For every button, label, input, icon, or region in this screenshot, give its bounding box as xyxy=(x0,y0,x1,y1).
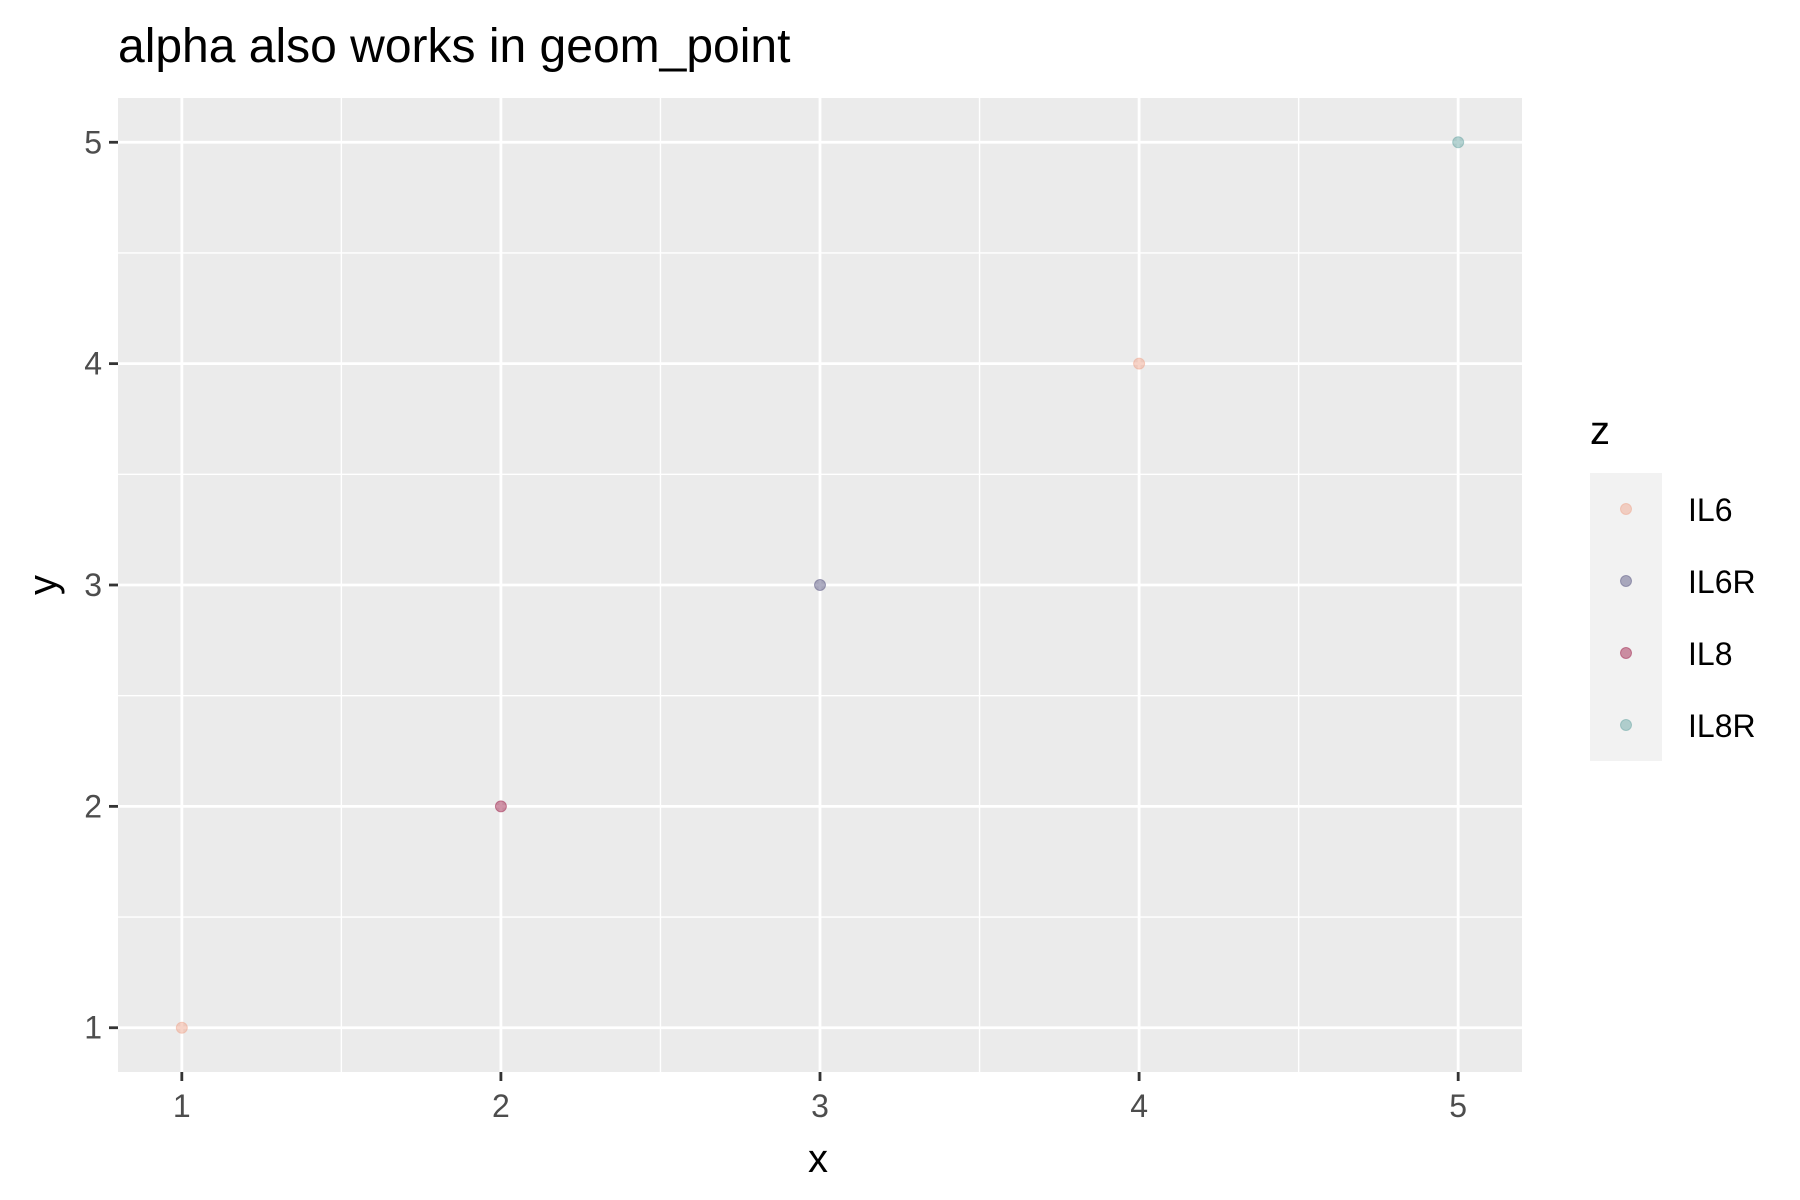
legend-key-il8r xyxy=(1620,719,1632,731)
y-axis-label: y xyxy=(21,575,65,595)
legend: z IL6 IL6R IL8 IL8R xyxy=(1590,409,1756,761)
data-point-il6 xyxy=(175,1021,188,1034)
legend-label-il8r: IL8R xyxy=(1688,708,1756,744)
chart-title: alpha also works in geom_point xyxy=(118,20,790,73)
data-point-il8r xyxy=(1452,136,1465,149)
legend-label-il6r: IL6R xyxy=(1688,564,1756,600)
data-point-il8 xyxy=(494,800,507,813)
legend-title: z xyxy=(1590,409,1610,453)
x-axis-label: x xyxy=(808,1137,828,1181)
y-tick-label: 3 xyxy=(84,567,102,603)
x-tick-label: 2 xyxy=(492,1088,510,1124)
x-tick-label: 1 xyxy=(173,1088,191,1124)
plot-area: 1 2 3 4 5 1 2 3 4 5 xyxy=(84,98,1522,1124)
x-tick-label: 3 xyxy=(811,1088,829,1124)
legend-label-il6: IL6 xyxy=(1688,492,1732,528)
legend-key-il8 xyxy=(1620,647,1632,659)
data-point-il6 xyxy=(1133,357,1146,370)
legend-label-il8: IL8 xyxy=(1688,636,1732,672)
y-tick-label: 1 xyxy=(84,1010,102,1046)
y-tick-label: 2 xyxy=(84,788,102,824)
y-tick-label: 5 xyxy=(84,124,102,160)
data-point-il6r xyxy=(814,579,826,591)
legend-key-il6r xyxy=(1620,575,1632,587)
y-tick-label: 4 xyxy=(84,346,102,382)
legend-key-il6 xyxy=(1620,503,1632,515)
x-tick-label: 4 xyxy=(1130,1088,1148,1124)
legend-key-background xyxy=(1590,473,1662,761)
x-tick-label: 5 xyxy=(1449,1088,1467,1124)
